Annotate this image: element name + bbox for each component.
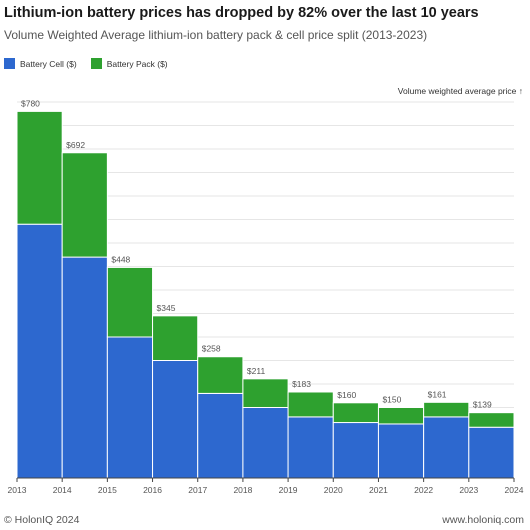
x-tick-label-2022: 2022 [414,485,433,495]
bar-cell-2023[interactable] [468,426,515,479]
bar-pack-2018[interactable] [242,378,289,408]
copyright-text: © HolonIQ 2024 [4,514,80,526]
bar-pack-2021[interactable] [377,407,425,425]
axis-note: Volume weighted average price ↑ [398,86,523,96]
bar-cell-2017[interactable] [197,392,244,479]
bar-group [16,110,515,479]
x-tick-label-2023: 2023 [459,485,478,495]
total-label-2019: $183 [292,379,311,389]
bar-cell-2014[interactable] [61,256,108,479]
legend-item-cell[interactable]: Battery Cell ($) [4,58,77,69]
total-label-2020: $160 [337,390,356,400]
bar-cell-2016[interactable] [152,360,199,479]
legend-label-cell: Battery Cell ($) [20,58,77,69]
website-link[interactable]: www.holoniq.com [442,514,524,526]
total-label-2022: $161 [428,389,447,399]
legend-swatch-cell [4,58,15,69]
bar-pack-2017[interactable] [197,356,244,394]
bar-pack-2016[interactable] [152,315,199,362]
bar-pack-2014[interactable] [61,152,108,258]
x-tick-label-2015: 2015 [98,485,117,495]
x-tick-label-2014: 2014 [53,485,72,495]
stacked-bar-chart: Volume weighted average price ↑ $780 $692… [8,86,524,495]
x-tick-label-2021: 2021 [369,485,388,495]
bar-pack-2019[interactable] [287,391,334,418]
bar-cell-2020[interactable] [332,422,379,479]
total-labels: $780 $692 $448 $345 $258 $211 $183 $160 $150 $161… [21,98,492,409]
bar-pack-2022[interactable] [423,401,470,418]
legend-swatch-pack [90,58,102,69]
x-tick-label-2013: 2013 [8,485,27,495]
total-label-2016: $345 [157,303,176,313]
x-axis-ticks: 2013 2014 2015 2016 2017 2018 2019 2020 2021 2022… [8,478,524,495]
bar-pack-2020[interactable] [332,402,379,424]
legend-item-pack[interactable]: Battery Pack ($) [90,58,168,69]
bar-cell-2021[interactable] [377,423,425,479]
bar-pack-2023[interactable] [468,412,515,428]
bar-cell-2013[interactable] [16,223,63,479]
total-label-2015: $448 [111,254,130,264]
x-tick-label-2019: 2019 [279,485,298,495]
chart-subtitle: Volume Weighted Average lithium-ion batt… [4,28,428,42]
bar-cell-2019[interactable] [287,416,334,479]
total-label-2021: $150 [382,395,401,405]
chart-title: Lithium-ion battery prices has dropped b… [4,5,479,21]
x-tick-label-2017: 2017 [188,485,207,495]
total-label-2013: $780 [21,98,40,108]
bar-cell-2022[interactable] [423,416,470,479]
bar-pack-2015[interactable] [106,266,154,338]
bar-cell-2018[interactable] [242,407,289,479]
total-label-2018: $211 [247,366,266,376]
total-label-2023: $139 [473,400,492,410]
legend-label-pack: Battery Pack ($) [106,58,168,69]
bar-cell-2015[interactable] [106,336,154,479]
total-label-2017: $258 [202,344,221,354]
x-tick-label-2018: 2018 [233,485,252,495]
x-tick-label-2016: 2016 [143,485,162,495]
bar-pack-2013[interactable] [16,110,63,225]
x-tick-label-2020: 2020 [324,485,343,495]
total-label-2014: $692 [66,140,85,150]
legend: Battery Cell ($) Battery Pack ($) [4,58,182,69]
x-tick-label-2024: 2024 [505,485,524,495]
